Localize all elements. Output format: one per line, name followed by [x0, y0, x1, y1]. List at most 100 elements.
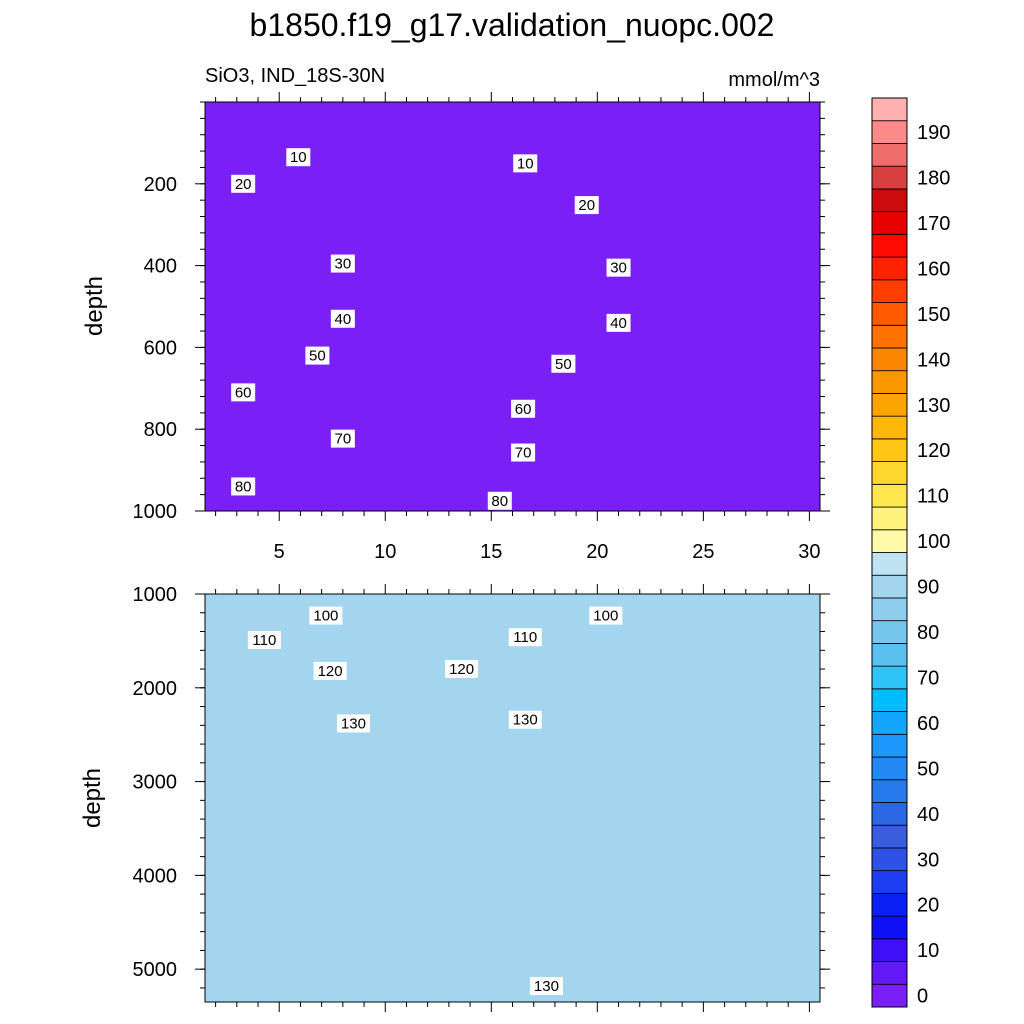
contour-label: 60 — [235, 384, 252, 401]
colorbar-box — [871, 915, 908, 940]
contour-label: 100 — [313, 608, 338, 625]
contour-label: 10 — [517, 155, 534, 172]
contour-label-box — [511, 399, 536, 418]
units-label: mmol/m^3 — [728, 69, 820, 91]
colorbar-box — [871, 733, 908, 758]
contour-label: 130 — [513, 712, 538, 729]
colorbar-box — [871, 802, 908, 826]
colorbar-box — [871, 393, 908, 417]
contour-label: 80 — [235, 478, 252, 495]
contour-label-box — [231, 383, 256, 402]
colorbar: 0 10 20 30 40 50 60 70 80 90 100 110 120 130 140 150 160… — [871, 97, 950, 1008]
contour-label-box — [606, 258, 631, 277]
colorbar-box — [871, 847, 908, 872]
contour-label: 110 — [252, 632, 276, 649]
colorbar-label: 20 — [917, 895, 939, 917]
contour-label: 30 — [335, 256, 352, 273]
contour-label-box — [286, 148, 311, 167]
contour-label: 10 — [290, 149, 307, 166]
contour-label: 100 — [593, 608, 618, 625]
colorbar-box — [871, 779, 908, 803]
contour-fill-band — [205, 102, 820, 511]
colorbar-box — [871, 415, 908, 440]
contour-label-box — [589, 606, 623, 625]
contour-label: 80 — [491, 493, 508, 510]
contour-label-box — [313, 661, 347, 680]
y-tick-label: 3000 — [133, 772, 178, 794]
colorbar-box — [871, 620, 908, 644]
upper-depth-panel: 10 10 20 20 30 30 40 40 50 50 60 60 70 70 80 80 200 400 60… — [133, 92, 830, 563]
colorbar-label: 140 — [917, 349, 950, 371]
colorbar-box — [871, 165, 908, 190]
contour-fill-band — [205, 594, 820, 1002]
colorbar-box — [871, 143, 908, 167]
contour-label: 40 — [335, 311, 352, 328]
x-tick-label: 30 — [798, 541, 820, 563]
contour-label: 120 — [449, 661, 474, 678]
colorbar-box — [871, 97, 908, 122]
colorbar-box — [871, 233, 908, 258]
y-axis-label-upper: depth — [81, 276, 108, 336]
contour-label-box — [445, 660, 479, 679]
colorbar-box — [871, 438, 908, 463]
colorbar-box — [871, 529, 908, 553]
contour-label-box — [508, 628, 542, 647]
chart-title: b1850.f19_g17.validation_nuopc.002 — [250, 7, 775, 43]
colorbar-label: 170 — [917, 213, 950, 235]
colorbar-box — [871, 756, 908, 781]
colorbar-box — [871, 370, 908, 394]
contour-label-box — [487, 491, 512, 510]
x-tick-label: 5 — [274, 541, 285, 563]
colorbar-label: 0 — [917, 986, 928, 1008]
colorbar-box — [871, 870, 908, 894]
contour-label: 50 — [309, 348, 326, 365]
y-tick-label: 2000 — [133, 678, 178, 700]
colorbar-label: 110 — [917, 486, 949, 508]
contour-label: 30 — [610, 260, 627, 277]
colorbar-box — [871, 688, 908, 712]
colorbar-box — [871, 961, 908, 985]
contour-label: 70 — [335, 431, 352, 448]
colorbar-label: 50 — [917, 758, 939, 780]
colorbar-box — [871, 938, 908, 962]
contour-label: 130 — [534, 978, 559, 995]
contour-label: 50 — [555, 356, 572, 373]
colorbar-box — [871, 324, 908, 349]
y-tick-label: 5000 — [133, 959, 178, 981]
contour-label: 70 — [515, 445, 532, 462]
contour-label: 110 — [513, 629, 537, 646]
colorbar-box — [871, 461, 908, 485]
colorbar-label: 80 — [917, 622, 939, 644]
contour-label-box — [529, 977, 563, 996]
contour-label-box — [305, 346, 330, 365]
x-tick-label: 10 — [374, 541, 396, 563]
contour-label-box — [551, 354, 576, 373]
y-axis-label-lower: depth — [79, 768, 106, 828]
contour-label: 60 — [515, 401, 532, 418]
y-tick-label: 600 — [144, 337, 177, 359]
contour-label-box — [574, 196, 599, 215]
colorbar-label: 180 — [917, 168, 950, 190]
colorbar-label: 10 — [917, 940, 939, 962]
contour-label-box — [606, 313, 631, 332]
colorbar-box — [871, 983, 908, 1008]
colorbar-frame — [871, 97, 908, 1008]
colorbar-box — [871, 256, 908, 281]
contour-label: 130 — [341, 715, 366, 732]
contour-label-box — [336, 714, 370, 733]
colorbar-label: 90 — [917, 577, 939, 599]
contour-label: 120 — [318, 663, 343, 680]
contour-label-box — [330, 429, 355, 448]
y-tick-label: 1000 — [133, 584, 178, 606]
colorbar-label: 130 — [917, 395, 950, 417]
colorbar-box — [871, 665, 908, 690]
colorbar-label: 40 — [917, 804, 939, 826]
colorbar-label: 190 — [917, 122, 950, 144]
colorbar-label: 30 — [917, 849, 939, 871]
colorbar-box — [871, 279, 908, 303]
colorbar-label: 120 — [917, 440, 950, 462]
y-tick-label: 400 — [144, 256, 177, 278]
colorbar-box — [871, 824, 908, 849]
contour-label-box — [231, 477, 256, 496]
colorbar-box — [871, 188, 908, 213]
